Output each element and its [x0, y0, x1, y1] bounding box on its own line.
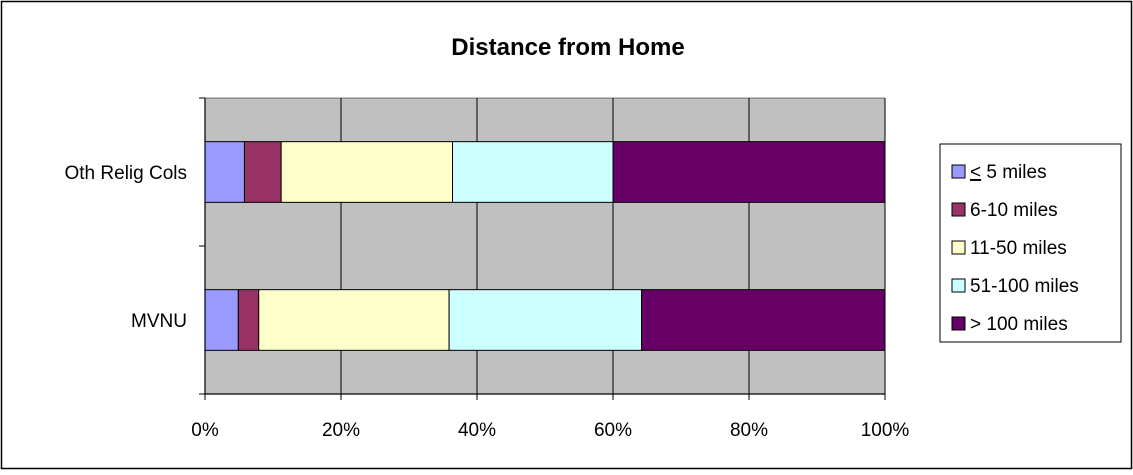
- chart-title: Distance from Home: [451, 34, 684, 61]
- legend-swatch: [951, 240, 966, 255]
- bar-segment: [452, 141, 614, 203]
- legend-label: < 5 miles: [970, 162, 1047, 183]
- legend-swatch: [951, 278, 966, 293]
- x-tick-label: 20%: [322, 420, 360, 441]
- x-tick-label: 100%: [861, 420, 910, 441]
- bar-segment: [204, 141, 245, 203]
- axes: [199, 97, 886, 400]
- x-tick-label: 60%: [594, 420, 632, 441]
- legend-label: 11-50 miles: [970, 238, 1067, 259]
- bar-segment: [243, 141, 282, 203]
- bar-segment: [641, 289, 886, 351]
- bar-segment: [237, 289, 260, 351]
- x-tick-label: 40%: [458, 420, 496, 441]
- legend-swatch: [951, 164, 966, 179]
- bar-segment: [448, 289, 643, 351]
- bar-segment: [612, 141, 886, 203]
- category-labels: Oth Relig Cols MVNU: [65, 163, 188, 332]
- x-tick-label: 80%: [730, 420, 768, 441]
- legend-label: 6-10 miles: [970, 200, 1058, 221]
- x-tick-labels: 0% 20% 40% 60% 80% 100%: [191, 420, 909, 441]
- x-tick-label: 0%: [191, 420, 219, 441]
- bar-segment: [258, 289, 450, 351]
- legend-swatch: [951, 202, 966, 217]
- bar-segment: [280, 141, 454, 203]
- bars: [204, 141, 886, 351]
- category-label: Oth Relig Cols: [65, 163, 188, 184]
- category-label: MVNU: [131, 311, 187, 332]
- legend-box: [939, 143, 1122, 343]
- legend-swatch: [951, 316, 966, 331]
- bar-segment: [204, 289, 239, 351]
- legend-label: > 100 miles: [970, 314, 1068, 335]
- legend: < 5 miles 6-10 miles 11-50 miles 51-100 mil…: [939, 143, 1122, 343]
- legend-label: 51-100 miles: [970, 276, 1079, 297]
